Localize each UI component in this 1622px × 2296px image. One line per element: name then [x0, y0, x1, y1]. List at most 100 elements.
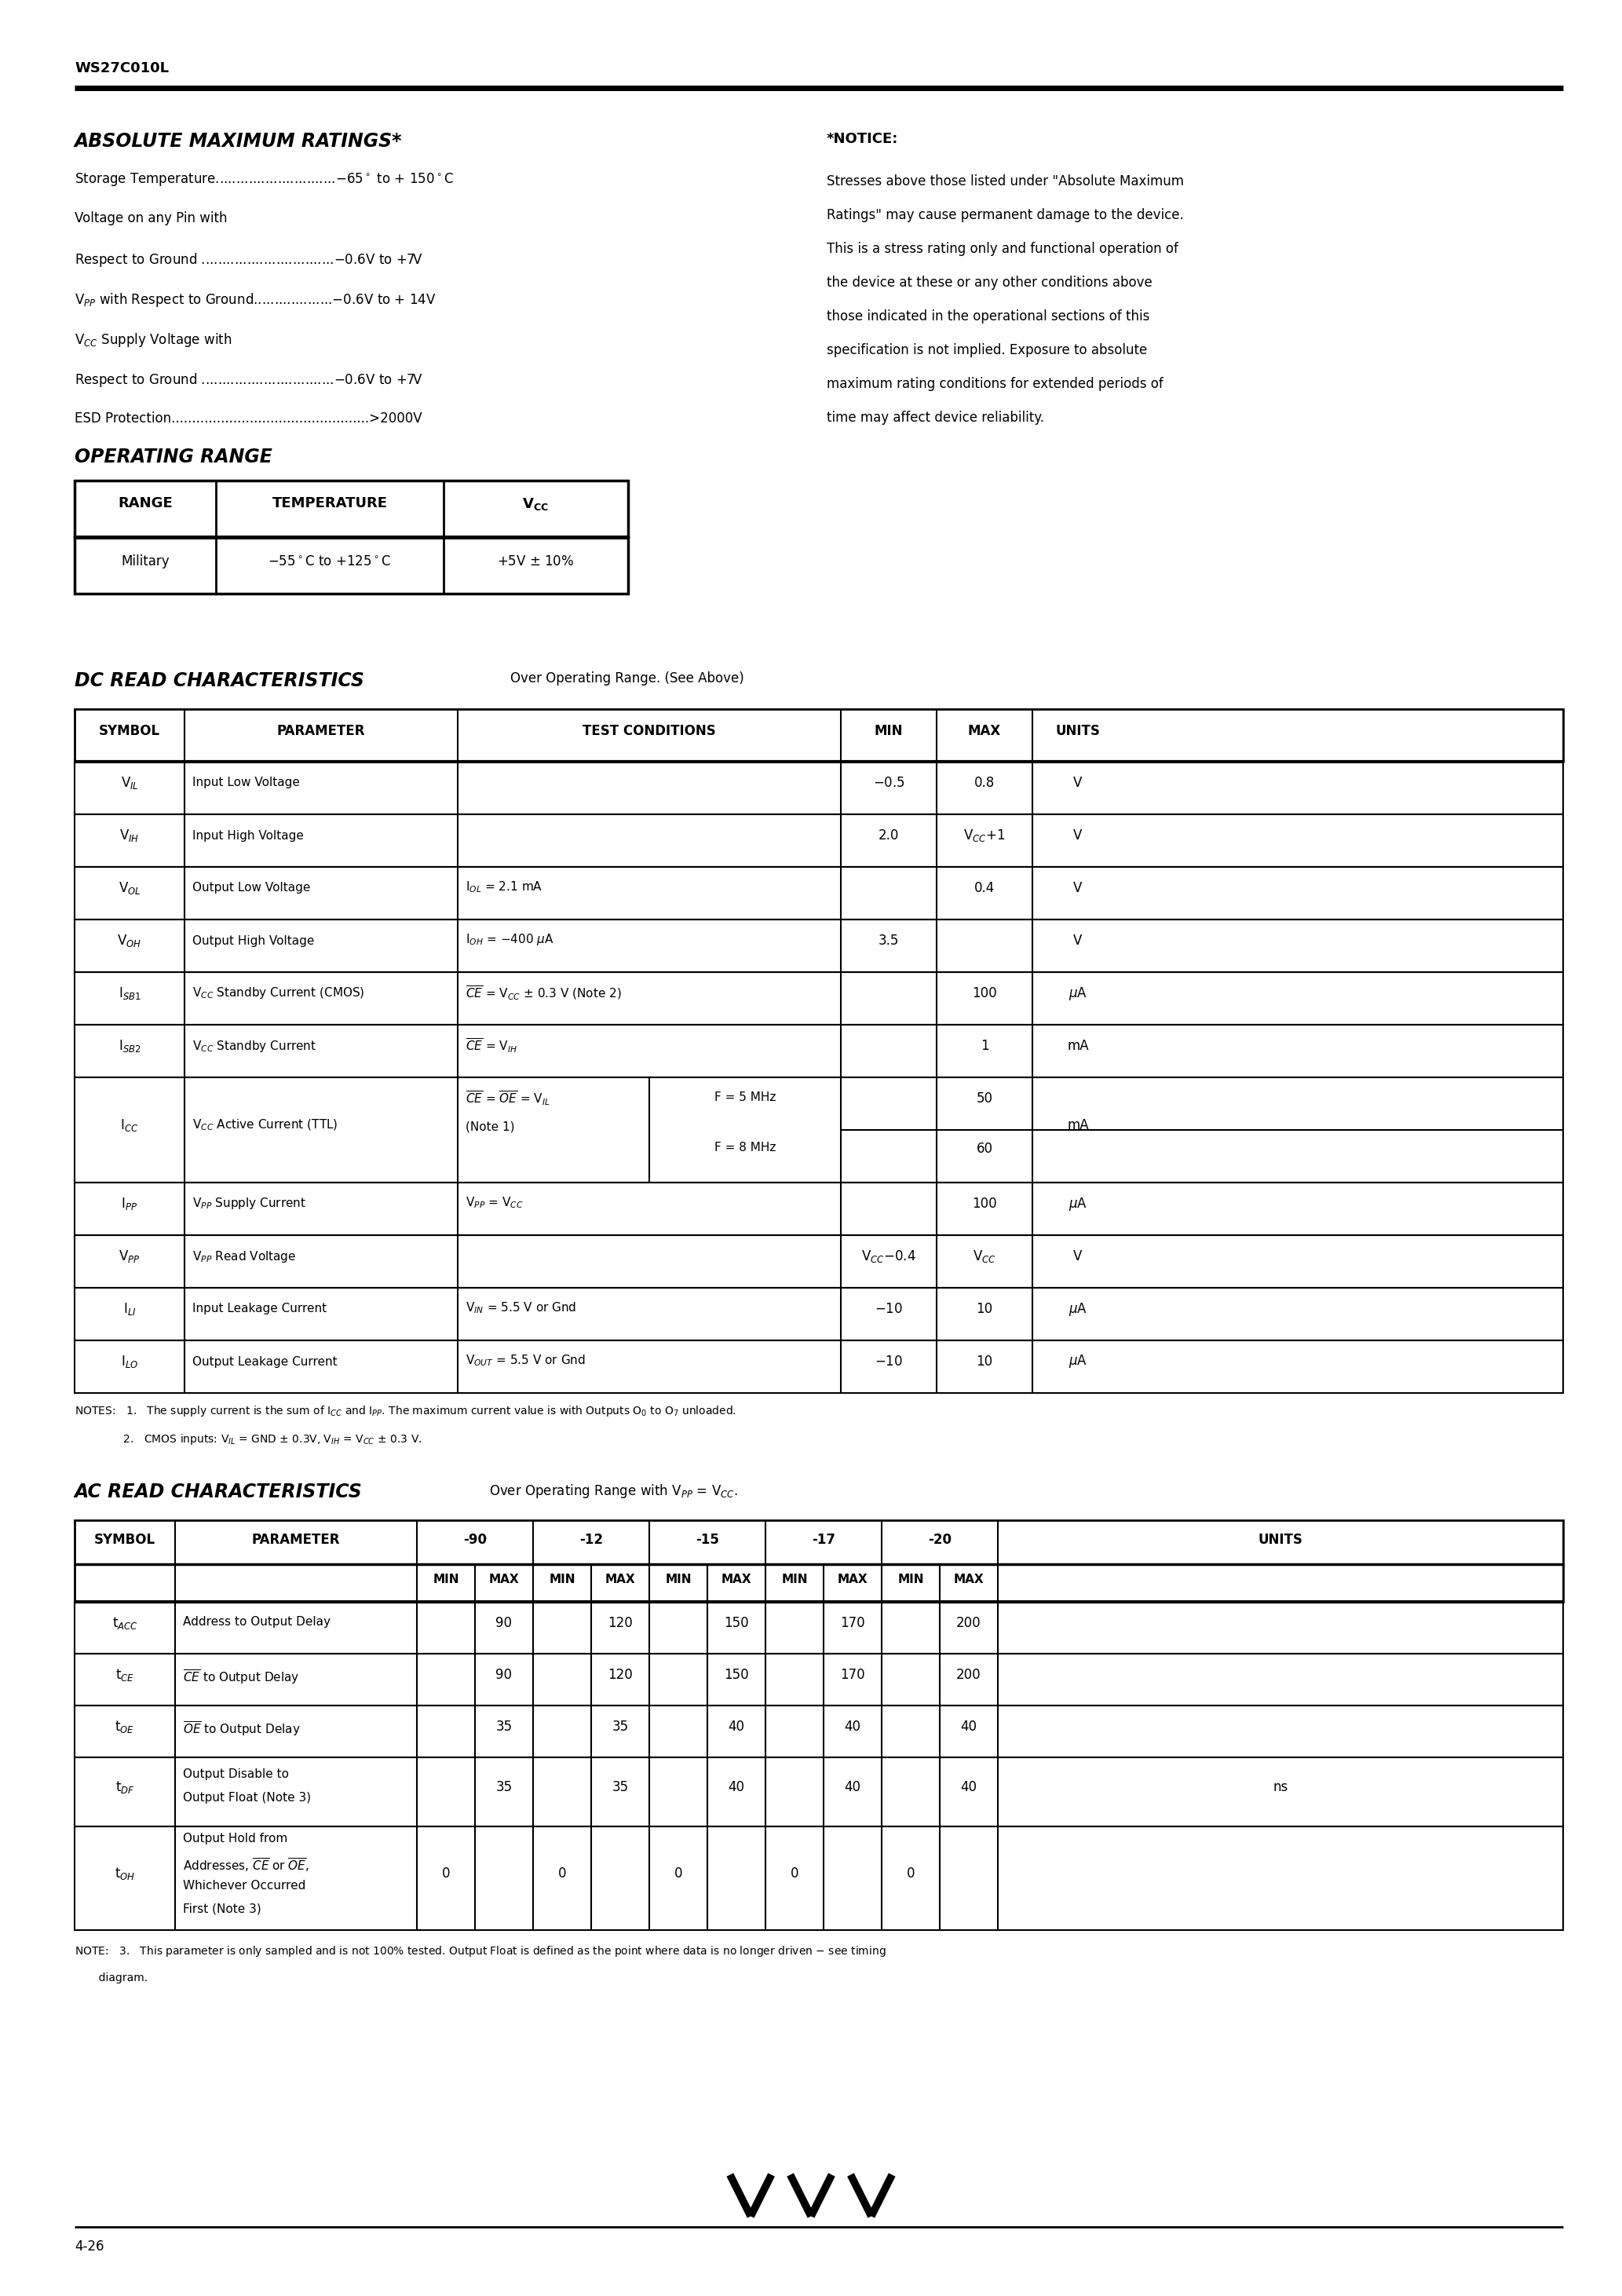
- Text: 0: 0: [790, 1867, 798, 1880]
- Bar: [75, 918, 1564, 971]
- Bar: [75, 480, 628, 537]
- Text: PARAMETER: PARAMETER: [251, 1534, 341, 1548]
- Text: V$_{CC}$: V$_{CC}$: [973, 1249, 996, 1265]
- Text: 50: 50: [976, 1091, 993, 1107]
- Text: (Note 1): (Note 1): [466, 1120, 514, 1132]
- Text: 0: 0: [907, 1867, 915, 1880]
- Text: OPERATING RANGE: OPERATING RANGE: [75, 448, 272, 466]
- Text: Output Hold from: Output Hold from: [183, 1832, 287, 1844]
- Text: MIN: MIN: [782, 1573, 808, 1584]
- Text: 40: 40: [728, 1779, 744, 1793]
- Bar: [75, 971, 1564, 1024]
- Bar: [75, 815, 1564, 868]
- Text: V$_{PP}$ with Respect to Ground...................$-$0.6V to + 14V: V$_{PP}$ with Respect to Ground.........…: [75, 292, 436, 308]
- Text: MAX: MAX: [837, 1573, 868, 1584]
- Bar: [75, 1077, 1564, 1182]
- Bar: [75, 537, 628, 595]
- Text: Input Low Voltage: Input Low Voltage: [193, 776, 300, 790]
- Text: Output Disable to: Output Disable to: [183, 1768, 289, 1779]
- Text: NOTES:   1.   The supply current is the sum of I$_{CC}$ and I$_{PP}$. The maximu: NOTES: 1. The supply current is the sum …: [75, 1403, 736, 1419]
- Text: -90: -90: [464, 1534, 487, 1548]
- Text: time may affect device reliability.: time may affect device reliability.: [827, 411, 1045, 425]
- Text: 150: 150: [723, 1667, 749, 1683]
- Text: 10: 10: [976, 1355, 993, 1368]
- Text: V$_{OH}$: V$_{OH}$: [117, 932, 141, 948]
- Text: -15: -15: [696, 1534, 719, 1548]
- Text: $\mu$A: $\mu$A: [1069, 1302, 1087, 1318]
- Text: Respect to Ground ................................$-$0.6V to +7V: Respect to Ground ......................…: [75, 250, 423, 269]
- Text: 90: 90: [496, 1667, 513, 1683]
- Text: 40: 40: [960, 1779, 976, 1793]
- Text: I$_{LO}$: I$_{LO}$: [120, 1355, 138, 1368]
- Text: AC READ CHARACTERISTICS: AC READ CHARACTERISTICS: [75, 1483, 362, 1502]
- Bar: [75, 1288, 1564, 1341]
- Text: RANGE: RANGE: [118, 496, 172, 510]
- Bar: [75, 1706, 1564, 1756]
- Text: 2.   CMOS inputs: V$_{IL}$ = GND $\pm$ 0.3V, V$_{IH}$ = V$_{CC}$ $\pm$ 0.3 V.: 2. CMOS inputs: V$_{IL}$ = GND $\pm$ 0.3…: [75, 1433, 422, 1446]
- Bar: [75, 1756, 1564, 1825]
- Text: -17: -17: [811, 1534, 835, 1548]
- Text: 35: 35: [611, 1720, 628, 1733]
- Text: 0: 0: [675, 1867, 683, 1880]
- Text: V$_{OL}$: V$_{OL}$: [118, 879, 141, 895]
- Text: $\overline{CE}$ = V$_{CC}$ $\pm$ 0.3 V (Note 2): $\overline{CE}$ = V$_{CC}$ $\pm$ 0.3 V (…: [466, 985, 621, 1001]
- Text: MAX: MAX: [722, 1573, 751, 1584]
- Text: Output High Voltage: Output High Voltage: [193, 934, 315, 946]
- Text: 90: 90: [496, 1616, 513, 1630]
- Text: This is a stress rating only and functional operation of: This is a stress rating only and functio…: [827, 241, 1178, 255]
- Text: V$_\mathregular{CC}$: V$_\mathregular{CC}$: [522, 496, 548, 512]
- Text: Military: Military: [122, 553, 169, 569]
- Text: t$_{ACC}$: t$_{ACC}$: [112, 1614, 138, 1630]
- Text: those indicated in the operational sections of this: those indicated in the operational secti…: [827, 310, 1150, 324]
- Text: the device at these or any other conditions above: the device at these or any other conditi…: [827, 276, 1152, 289]
- Text: V$_{CC}$ Active Current (TTL): V$_{CC}$ Active Current (TTL): [193, 1118, 337, 1132]
- Bar: [75, 709, 1564, 762]
- Text: 3.5: 3.5: [879, 934, 899, 948]
- Text: 4-26: 4-26: [75, 2239, 104, 2255]
- Bar: [75, 1024, 1564, 1077]
- Text: mA: mA: [1067, 1038, 1088, 1054]
- Text: $-$55$^\circ$C to +125$^\circ$C: $-$55$^\circ$C to +125$^\circ$C: [268, 553, 391, 569]
- Text: V$_{IN}$ = 5.5 V or Gnd: V$_{IN}$ = 5.5 V or Gnd: [466, 1300, 576, 1316]
- Text: V: V: [1074, 1249, 1082, 1263]
- Text: t$_{CE}$: t$_{CE}$: [115, 1667, 135, 1683]
- Text: V$_{IL}$: V$_{IL}$: [120, 776, 138, 790]
- Text: maximum rating conditions for extended periods of: maximum rating conditions for extended p…: [827, 377, 1163, 390]
- Text: $-$10: $-$10: [874, 1302, 903, 1316]
- Text: Respect to Ground ................................$-$0.6V to +7V: Respect to Ground ......................…: [75, 372, 423, 388]
- Text: MIN: MIN: [433, 1573, 459, 1584]
- Text: V: V: [1074, 829, 1082, 843]
- Text: V$_{CC}$ Standby Current: V$_{CC}$ Standby Current: [193, 1038, 316, 1054]
- Text: V: V: [1074, 882, 1082, 895]
- Text: 35: 35: [496, 1720, 513, 1733]
- Text: 40: 40: [960, 1720, 976, 1733]
- Text: 0: 0: [558, 1867, 566, 1880]
- Text: V$_{CC}$ Standby Current (CMOS): V$_{CC}$ Standby Current (CMOS): [193, 985, 365, 1001]
- Text: ABSOLUTE MAXIMUM RATINGS*: ABSOLUTE MAXIMUM RATINGS*: [75, 131, 402, 152]
- Text: Addresses, $\overline{CE}$ or $\overline{OE}$,: Addresses, $\overline{CE}$ or $\overline…: [183, 1855, 310, 1874]
- Text: MIN: MIN: [548, 1573, 576, 1584]
- Text: SYMBOL: SYMBOL: [99, 723, 161, 737]
- Text: $\mu$A: $\mu$A: [1069, 1196, 1087, 1212]
- Text: 170: 170: [840, 1616, 865, 1630]
- Text: $\overline{CE}$ = $\overline{OE}$ = V$_{IL}$: $\overline{CE}$ = $\overline{OE}$ = V$_{…: [466, 1091, 550, 1107]
- Text: 100: 100: [972, 1196, 998, 1210]
- Text: V: V: [1074, 934, 1082, 948]
- Text: -12: -12: [579, 1534, 603, 1548]
- Text: F = 5 MHz: F = 5 MHz: [714, 1091, 775, 1104]
- Bar: [75, 762, 1564, 815]
- Text: $\overline{CE}$ = V$_{IH}$: $\overline{CE}$ = V$_{IH}$: [466, 1038, 517, 1054]
- Text: 1: 1: [980, 1038, 989, 1054]
- Text: NOTE:   3.   This parameter is only sampled and is not 100% tested. Output Float: NOTE: 3. This parameter is only sampled …: [75, 1945, 886, 1958]
- Text: I$_{OH}$ = $-$400 $\mu$A: I$_{OH}$ = $-$400 $\mu$A: [466, 932, 555, 946]
- Text: I$_{SB2}$: I$_{SB2}$: [118, 1038, 141, 1054]
- Text: diagram.: diagram.: [75, 1972, 148, 1984]
- Text: Over Operating Range. (See Above): Over Operating Range. (See Above): [511, 670, 744, 687]
- Text: F = 8 MHz: F = 8 MHz: [714, 1141, 775, 1153]
- Text: 0.4: 0.4: [975, 882, 994, 895]
- Text: Output Float (Note 3): Output Float (Note 3): [183, 1791, 311, 1805]
- Bar: [75, 1564, 1564, 1603]
- Bar: [75, 1653, 1564, 1706]
- Text: V$_{CC}$+1: V$_{CC}$+1: [963, 827, 1006, 843]
- Text: V: V: [1074, 776, 1082, 790]
